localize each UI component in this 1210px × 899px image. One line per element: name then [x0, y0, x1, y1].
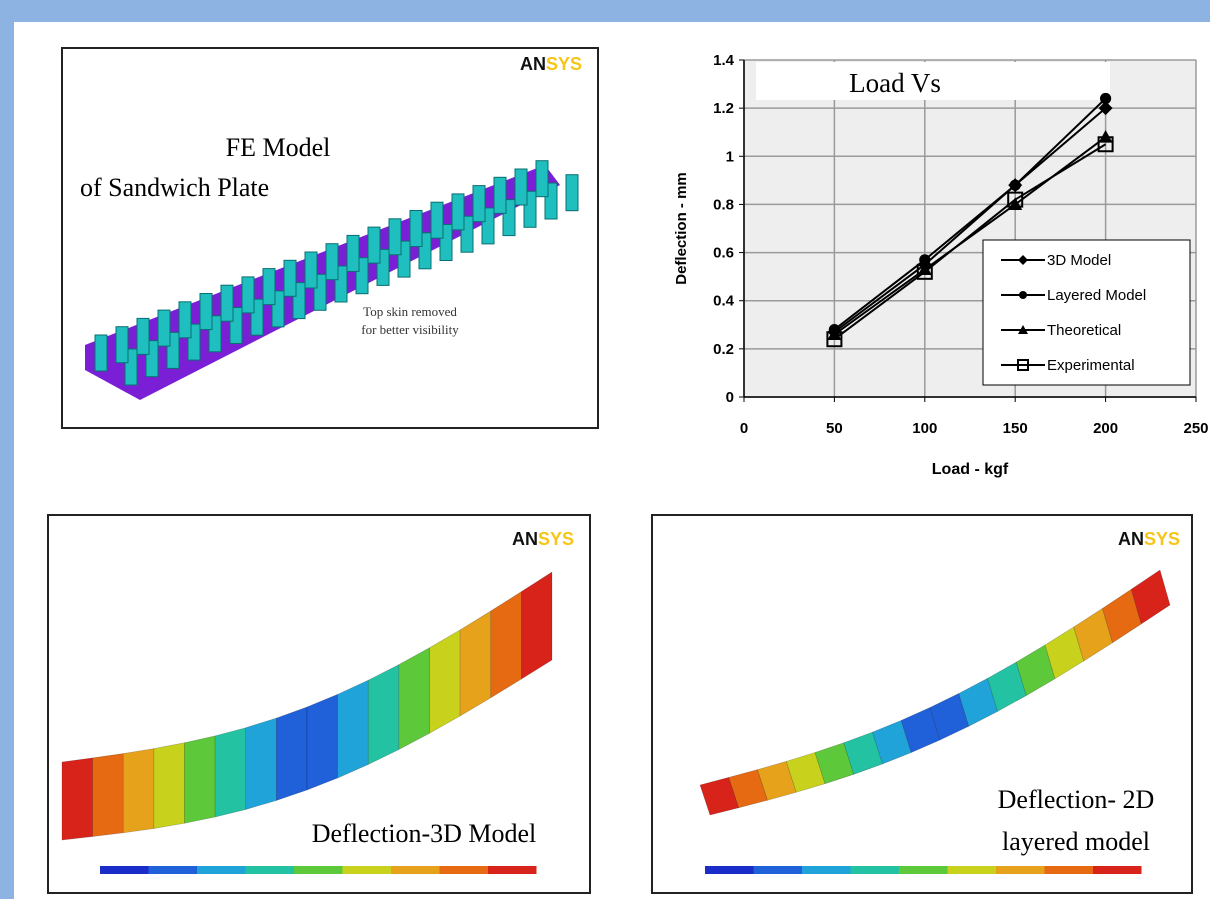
color-scale	[100, 866, 537, 874]
contour-band	[399, 648, 430, 750]
cell	[263, 269, 275, 305]
scale-swatch	[1093, 866, 1142, 874]
cell	[137, 318, 149, 354]
y-tick-label: 0.4	[713, 293, 735, 310]
chart-title: Load Vs	[849, 68, 941, 98]
contour-band	[430, 630, 461, 733]
x-tick-label: 250	[1183, 420, 1208, 437]
cell	[536, 161, 548, 197]
data-point	[1100, 93, 1111, 104]
cell	[95, 335, 107, 371]
cell	[494, 177, 506, 213]
contour-band	[307, 694, 338, 790]
x-tick-label: 0	[740, 420, 748, 437]
x-axis-label: Load - kgf	[932, 461, 1009, 478]
cell	[566, 175, 578, 211]
caption: Deflection- 2D	[998, 785, 1155, 814]
y-tick-label: 1.4	[713, 52, 735, 69]
scale-swatch	[705, 866, 754, 874]
fe-model-panel: ANSYS FE Model of Sandwich Plate Top ski…	[62, 48, 598, 428]
cell	[515, 169, 527, 205]
color-scale	[705, 866, 1142, 874]
cell	[347, 235, 359, 271]
y-tick-label: 1	[726, 148, 734, 165]
scale-swatch	[948, 866, 997, 874]
cell	[410, 211, 422, 247]
legend-label: Experimental	[1047, 357, 1135, 374]
note: for better visibility	[361, 322, 459, 337]
contour-band	[338, 680, 369, 778]
note: Top skin removed	[363, 304, 457, 319]
y-tick-label: 0.8	[713, 196, 734, 213]
y-tick-label: 0.2	[713, 341, 734, 358]
cell	[473, 186, 485, 222]
contour-band	[93, 754, 124, 837]
scale-swatch	[899, 866, 948, 874]
cell	[389, 219, 401, 255]
cell	[305, 252, 317, 288]
contour-band	[460, 611, 491, 716]
cell	[284, 260, 296, 296]
scale-swatch	[100, 866, 149, 874]
cell	[200, 294, 212, 330]
contour-band	[62, 758, 93, 840]
contour-band	[185, 736, 216, 823]
logo: ANSYS	[520, 54, 582, 74]
contour-band	[215, 728, 246, 817]
cell	[326, 244, 338, 280]
scale-swatch	[851, 866, 900, 874]
logo: ANSYS	[1118, 529, 1180, 549]
y-tick-label: 1.2	[713, 100, 734, 117]
scale-swatch	[1045, 866, 1094, 874]
cell	[368, 227, 380, 263]
deflection-3d-panel: ANSYS Deflection-3D Model	[48, 515, 590, 893]
page: ANSYS FE Model of Sandwich Plate Top ski…	[0, 0, 1210, 899]
scale-swatch	[197, 866, 246, 874]
contour-band	[246, 718, 277, 809]
x-tick-label: 50	[826, 420, 843, 437]
cell	[116, 327, 128, 363]
legend-label: Layered Model	[1047, 287, 1146, 304]
legend-label: 3D Model	[1047, 252, 1111, 269]
scale-swatch	[246, 866, 295, 874]
legend-marker	[1019, 291, 1027, 299]
scale-swatch	[149, 866, 198, 874]
deflection-2d-panel: ANSYS Deflection- 2D layered model	[652, 515, 1192, 893]
cell	[158, 310, 170, 346]
scale-swatch	[391, 866, 440, 874]
data-point	[1010, 180, 1021, 191]
title: FE Model	[226, 133, 331, 162]
x-tick-label: 200	[1093, 420, 1118, 437]
contour-band	[154, 743, 185, 829]
cell	[221, 285, 233, 321]
scale-swatch	[802, 866, 851, 874]
x-tick-label: 100	[912, 420, 937, 437]
title: of Sandwich Plate	[80, 173, 269, 202]
legend-label: Theoretical	[1047, 322, 1121, 339]
cell	[452, 194, 464, 230]
contour-band	[368, 665, 399, 765]
slide: ANSYS FE Model of Sandwich Plate Top ski…	[0, 0, 1210, 899]
cell	[242, 277, 254, 313]
contour-band	[123, 749, 154, 833]
y-axis-label: Deflection - mm	[673, 172, 690, 285]
y-tick-label: 0.6	[713, 245, 734, 262]
scale-swatch	[440, 866, 489, 874]
scale-swatch	[488, 866, 537, 874]
scale-swatch	[754, 866, 803, 874]
cell	[431, 202, 443, 238]
y-tick-label: 0	[726, 389, 734, 406]
cell	[179, 302, 191, 338]
scale-swatch	[343, 866, 392, 874]
caption: Deflection-3D Model	[312, 819, 537, 848]
logo: ANSYS	[512, 529, 574, 549]
scale-swatch	[996, 866, 1045, 874]
contour-band	[276, 707, 307, 800]
caption: layered model	[1002, 827, 1150, 856]
scale-swatch	[294, 866, 343, 874]
x-tick-label: 150	[1003, 420, 1028, 437]
